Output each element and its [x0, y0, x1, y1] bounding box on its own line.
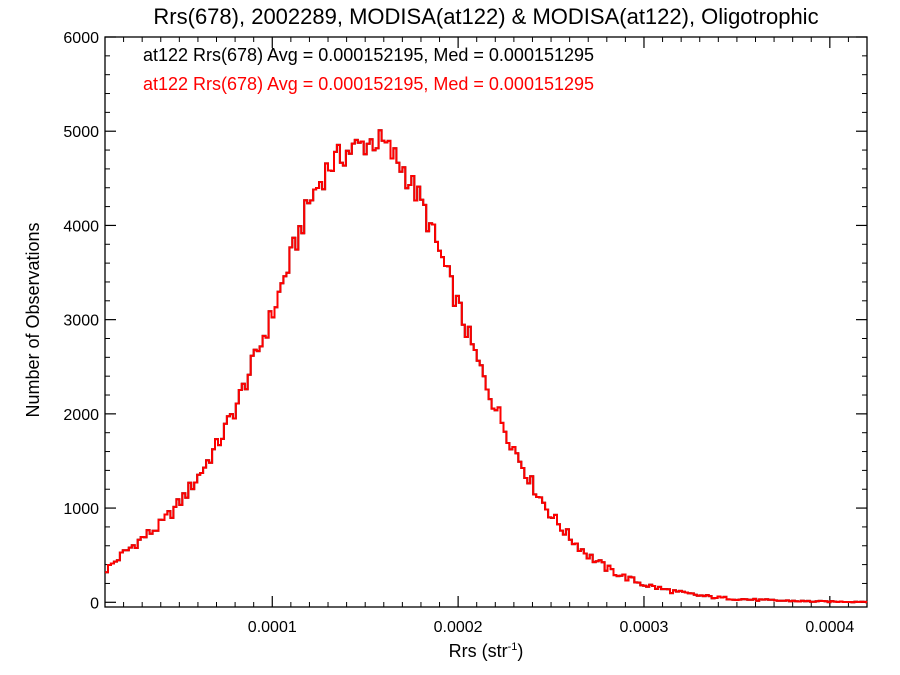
y-tick-label: 0: [90, 595, 99, 612]
legend: at122 Rrs(678) Avg = 0.000152195, Med = …: [143, 45, 594, 94]
x-tick-label: 0.0004: [805, 619, 854, 636]
series-layer: [105, 129, 868, 604]
x-tick-label: 0.0001: [248, 619, 297, 636]
legend-entry-2: at122 Rrs(678) Avg = 0.000152195, Med = …: [143, 74, 594, 94]
plot-frame: [104, 36, 868, 608]
x-axis-label-main: Rrs (str: [449, 641, 508, 661]
chart-title: Rrs(678), 2002289, MODISA(at122) & MODIS…: [153, 4, 818, 29]
histogram-series-1: [105, 129, 868, 604]
x-tick-label: 0.0003: [620, 619, 669, 636]
y-tick-label: 6000: [63, 30, 99, 47]
y-tick-label: 3000: [63, 313, 99, 330]
plot-border: [104, 36, 868, 608]
x-tick-label: 0.0002: [434, 619, 483, 636]
y-tick-label: 5000: [63, 124, 99, 141]
x-axis-label: Rrs (str-1): [449, 641, 524, 661]
y-tick-label: 2000: [63, 407, 99, 424]
y-tick-label: 1000: [63, 501, 99, 518]
x-axis: 0.0001 0.0002 0.0003 0.0004: [123, 37, 854, 636]
y-axis: 0 1000 2000 3000 4000 5000 6000: [63, 30, 867, 612]
y-tick-label: 4000: [63, 218, 99, 235]
x-axis-label-close: ): [517, 641, 523, 661]
legend-entry-1: at122 Rrs(678) Avg = 0.000152195, Med = …: [143, 45, 594, 65]
y-axis-label: Number of Observations: [23, 222, 43, 417]
histogram-series-2: [105, 129, 868, 604]
x-axis-label-sup: -1: [508, 641, 518, 653]
